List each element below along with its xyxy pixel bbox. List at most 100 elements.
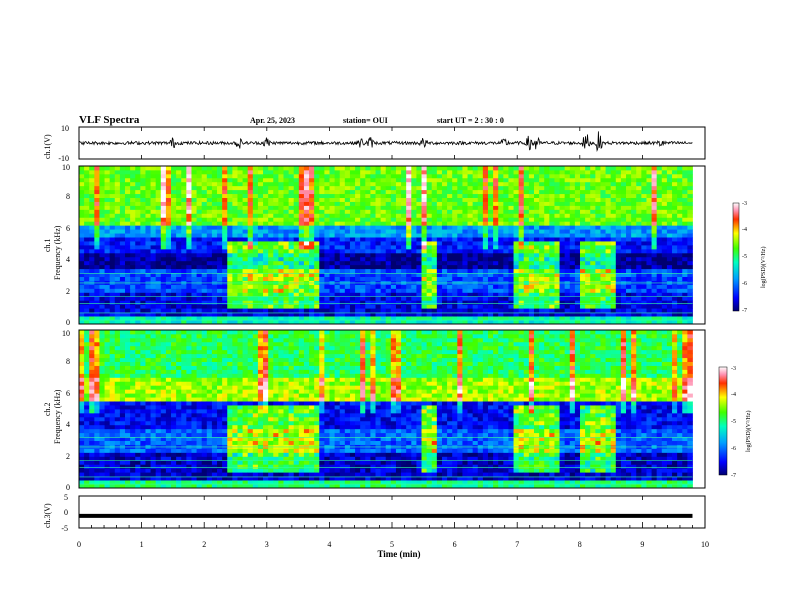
spec1-cell <box>232 213 238 218</box>
spec1-cell <box>125 205 131 210</box>
spec1-cell <box>211 185 218 191</box>
spec1-cell <box>242 268 249 274</box>
spec1-cell <box>119 316 126 321</box>
spec1-cell <box>651 248 658 254</box>
spec1-cell <box>257 241 264 246</box>
spec1-cell <box>334 248 341 254</box>
spec1-cell <box>472 241 479 246</box>
spec1-cell <box>237 268 243 274</box>
spec1-cell <box>436 177 443 183</box>
spec1-cell <box>651 237 658 242</box>
spec1-cell <box>431 173 438 179</box>
spec1-cell <box>620 292 627 297</box>
spec1-cell <box>196 304 203 309</box>
spec1-cell <box>436 237 443 242</box>
spec1-cell <box>656 209 663 214</box>
spec1-cell <box>283 181 289 187</box>
spec1-cell <box>211 260 218 266</box>
spec1-cell <box>165 312 172 317</box>
spec1-cell <box>380 256 387 262</box>
spec1-cell <box>605 205 612 210</box>
spec1-cell <box>314 300 320 305</box>
spec1-cell <box>636 320 642 325</box>
spec1-cell <box>631 320 637 325</box>
spec1-cell <box>339 173 346 179</box>
spec1-cell <box>477 241 484 246</box>
spec1-cell <box>140 304 146 309</box>
spec1-cell <box>283 292 289 297</box>
spec1-cell <box>217 205 223 210</box>
spec1-cell <box>196 288 203 293</box>
spec1-cell <box>574 245 581 250</box>
spec1-cell <box>263 276 269 281</box>
spec1-cell <box>293 296 300 301</box>
spec1-cell <box>646 233 652 238</box>
spec1-cell <box>426 193 433 198</box>
spec1-cell <box>119 300 126 305</box>
spec1-cell <box>559 233 566 238</box>
spec1-cell <box>395 217 402 222</box>
spec1-cell <box>278 217 284 222</box>
spec1-cell <box>232 245 238 250</box>
spec1-cell <box>293 189 300 195</box>
spec1-cell <box>508 169 514 175</box>
spec1-cell <box>482 185 489 191</box>
spec1-cell <box>605 237 612 242</box>
spec1-cell <box>84 217 90 222</box>
spec1-cell <box>472 304 479 309</box>
spec1-cell <box>477 268 484 274</box>
spec1-cell <box>360 205 366 210</box>
spec1-cell <box>666 213 673 218</box>
spec1-cell <box>257 300 264 305</box>
spec1-cell <box>268 268 274 274</box>
spec1-cell <box>426 237 433 242</box>
spec1-cell <box>447 237 453 242</box>
spec1-cell <box>201 300 208 305</box>
spec1-cell <box>298 201 305 206</box>
spec1-cell <box>191 272 197 277</box>
spec1-cell <box>682 276 688 281</box>
spec1-cell <box>114 237 121 242</box>
spec1-cell <box>109 260 116 266</box>
spec1-cell <box>411 260 417 266</box>
spec1-cell <box>641 308 647 313</box>
spec1-cell <box>636 296 642 301</box>
spec1-cell <box>518 217 525 222</box>
spec1-cell <box>211 177 218 183</box>
spec1-cell <box>176 276 182 281</box>
spec1-cell <box>580 245 586 250</box>
spec1-cell <box>615 260 622 266</box>
spec1-cell <box>610 181 617 187</box>
spec1-cell <box>467 296 474 301</box>
spec1-cell <box>385 166 392 171</box>
spec1-cell <box>181 213 187 218</box>
spec1-cell <box>482 292 489 297</box>
spec1-cell <box>257 221 264 226</box>
spec1-cell <box>360 221 366 226</box>
spec1-cell <box>554 264 560 270</box>
spec2-cell <box>94 448 100 453</box>
spec1-cell <box>564 229 571 234</box>
spec1-cell <box>273 252 279 258</box>
spec1-cell <box>247 296 254 301</box>
spec1-cell <box>380 260 387 266</box>
spec1-cell <box>222 173 228 179</box>
spec1-cell <box>523 248 530 254</box>
spec1-cell <box>252 272 259 277</box>
spec1-cell <box>646 229 652 234</box>
spec1-cell <box>145 320 151 325</box>
spec1-cell <box>380 268 387 274</box>
spec1-cell <box>181 177 187 183</box>
spec1-cell <box>130 316 136 321</box>
spec1-cell <box>452 237 458 242</box>
spec1-cell <box>595 272 601 277</box>
spec1-cell <box>150 304 157 309</box>
spec1-cell <box>651 185 658 191</box>
spec1-cell <box>114 276 121 281</box>
spec1-cell <box>140 320 146 325</box>
spec1-cell <box>160 308 167 313</box>
spec1-cell <box>528 252 535 258</box>
spec1-cell <box>355 288 361 293</box>
spec1-cell <box>687 229 693 234</box>
spec1-cell <box>171 276 177 281</box>
